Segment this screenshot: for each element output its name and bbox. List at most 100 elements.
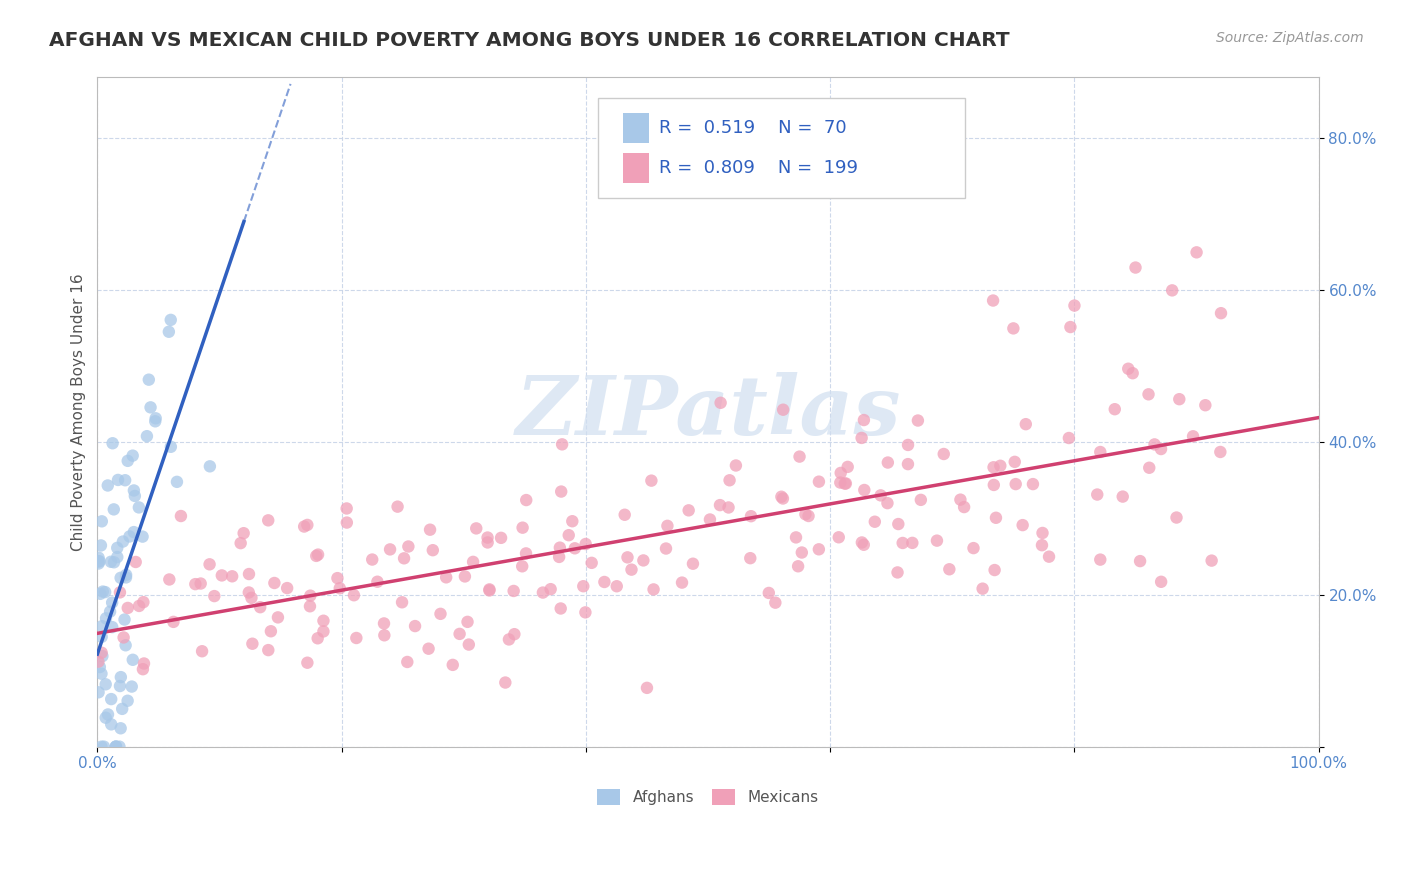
Point [1116, 361, 1139, 376]
Point [373, 616, 395, 631]
Point [851, 431, 873, 445]
Point [257, 643, 280, 657]
Point [132, 595, 155, 609]
Point [101, 436, 124, 450]
Point [897, 438, 920, 452]
Point [498, 632, 520, 647]
Point [772, 491, 794, 506]
Point [564, 541, 586, 556]
Point [132, 657, 155, 671]
Point [87, 655, 110, 669]
Point [512, 521, 534, 535]
Point [190, 576, 212, 591]
Point [396, 655, 419, 669]
Point [581, 556, 603, 570]
Point [876, 456, 898, 470]
Point [1004, 455, 1026, 469]
Point [489, 531, 512, 545]
Point [107, 473, 129, 487]
Point [157, 325, 180, 339]
Point [717, 500, 740, 515]
Point [740, 509, 762, 524]
Point [972, 582, 994, 596]
Point [159, 313, 181, 327]
Point [276, 581, 298, 595]
Point [110, 670, 132, 684]
Point [1137, 387, 1160, 401]
Point [925, 533, 948, 548]
Point [1182, 429, 1205, 443]
Point [1143, 437, 1166, 451]
Point [503, 627, 526, 641]
Point [100, 717, 122, 731]
Point [636, 681, 658, 695]
Y-axis label: Child Poverty Among Boys Under 16: Child Poverty Among Boys Under 16 [72, 273, 86, 551]
Point [221, 569, 243, 583]
Point [575, 537, 598, 551]
Point [97, 478, 120, 492]
Point [111, 534, 134, 549]
Point [90, 538, 112, 552]
Point [104, 739, 127, 754]
Point [449, 627, 471, 641]
Point [869, 488, 891, 502]
Point [89, 660, 111, 674]
Point [229, 536, 252, 550]
Point [983, 478, 1005, 492]
Point [772, 402, 794, 417]
Point [606, 579, 628, 593]
Point [336, 501, 359, 516]
Point [118, 529, 141, 543]
Point [1122, 366, 1144, 380]
Point [1168, 392, 1191, 407]
Point [984, 510, 1007, 524]
Point [770, 490, 793, 504]
Point [863, 515, 886, 529]
Point [763, 596, 786, 610]
Point [561, 514, 583, 528]
Point [807, 542, 830, 557]
Point [90, 630, 112, 644]
Point [740, 551, 762, 566]
Point [344, 631, 367, 645]
Point [198, 459, 221, 474]
Point [620, 563, 643, 577]
Point [1015, 417, 1038, 432]
Point [100, 692, 122, 706]
Point [157, 573, 180, 587]
Point [240, 591, 263, 605]
Point [1209, 306, 1232, 320]
Point [103, 555, 125, 569]
Point [124, 489, 146, 503]
Point [297, 656, 319, 670]
Point [709, 498, 731, 512]
Point [238, 567, 260, 582]
Point [114, 613, 136, 627]
Point [657, 519, 679, 533]
Point [897, 457, 920, 471]
Point [121, 680, 143, 694]
Point [404, 619, 426, 633]
Point [515, 546, 537, 560]
Point [962, 541, 984, 555]
Point [887, 516, 910, 531]
Point [343, 588, 366, 602]
Point [643, 582, 665, 597]
Point [191, 644, 214, 658]
Point [548, 549, 571, 564]
Point [574, 606, 596, 620]
Point [97, 707, 120, 722]
Point [830, 466, 852, 480]
Point [90, 739, 112, 754]
Point [1194, 398, 1216, 412]
Point [616, 550, 638, 565]
Point [307, 548, 329, 562]
Point [876, 496, 898, 510]
Point [550, 484, 572, 499]
Text: Source: ZipAtlas.com: Source: ZipAtlas.com [1216, 31, 1364, 45]
Point [105, 739, 128, 754]
Point [465, 521, 488, 535]
Point [110, 571, 132, 585]
Point [91, 584, 114, 599]
Point [953, 500, 976, 514]
